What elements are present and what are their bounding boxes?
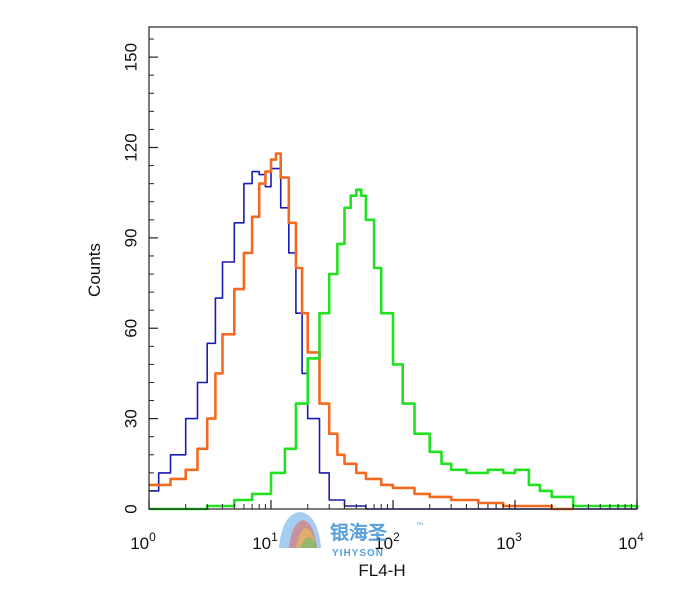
x-tick-label-3: 103 <box>496 530 522 553</box>
series-line-2 <box>149 188 639 511</box>
watermark-logo <box>279 512 321 548</box>
x-tick-label-0: 100 <box>130 530 156 553</box>
x-tick-label-1: 101 <box>252 530 278 553</box>
watermark-latin-text: YIHYSON <box>332 548 384 559</box>
series-line-1 <box>149 152 574 511</box>
y-tick-label-0: 0 <box>122 504 141 513</box>
y-tick-label-5: 150 <box>122 43 141 71</box>
y-tick-label-2: 60 <box>122 319 141 338</box>
y-tick-label-1: 30 <box>122 409 141 428</box>
tick-labels-layer: 100 101 102 103 104 0 30 60 90 120 150 <box>122 43 645 553</box>
watermark-chinese-text: 银海圣 <box>330 521 388 544</box>
x-axis-title: FL4-H <box>358 561 405 580</box>
x-tick-label-4: 104 <box>618 530 644 553</box>
y-axis-title: Counts <box>85 243 104 297</box>
watermark-trademark: ™ <box>416 522 423 529</box>
y-tick-label-4: 120 <box>122 133 141 161</box>
y-tick-label-3: 90 <box>122 228 141 247</box>
ticks-layer <box>148 38 638 510</box>
x-tick-label-2: 102 <box>374 530 400 553</box>
series-layer <box>149 152 639 511</box>
